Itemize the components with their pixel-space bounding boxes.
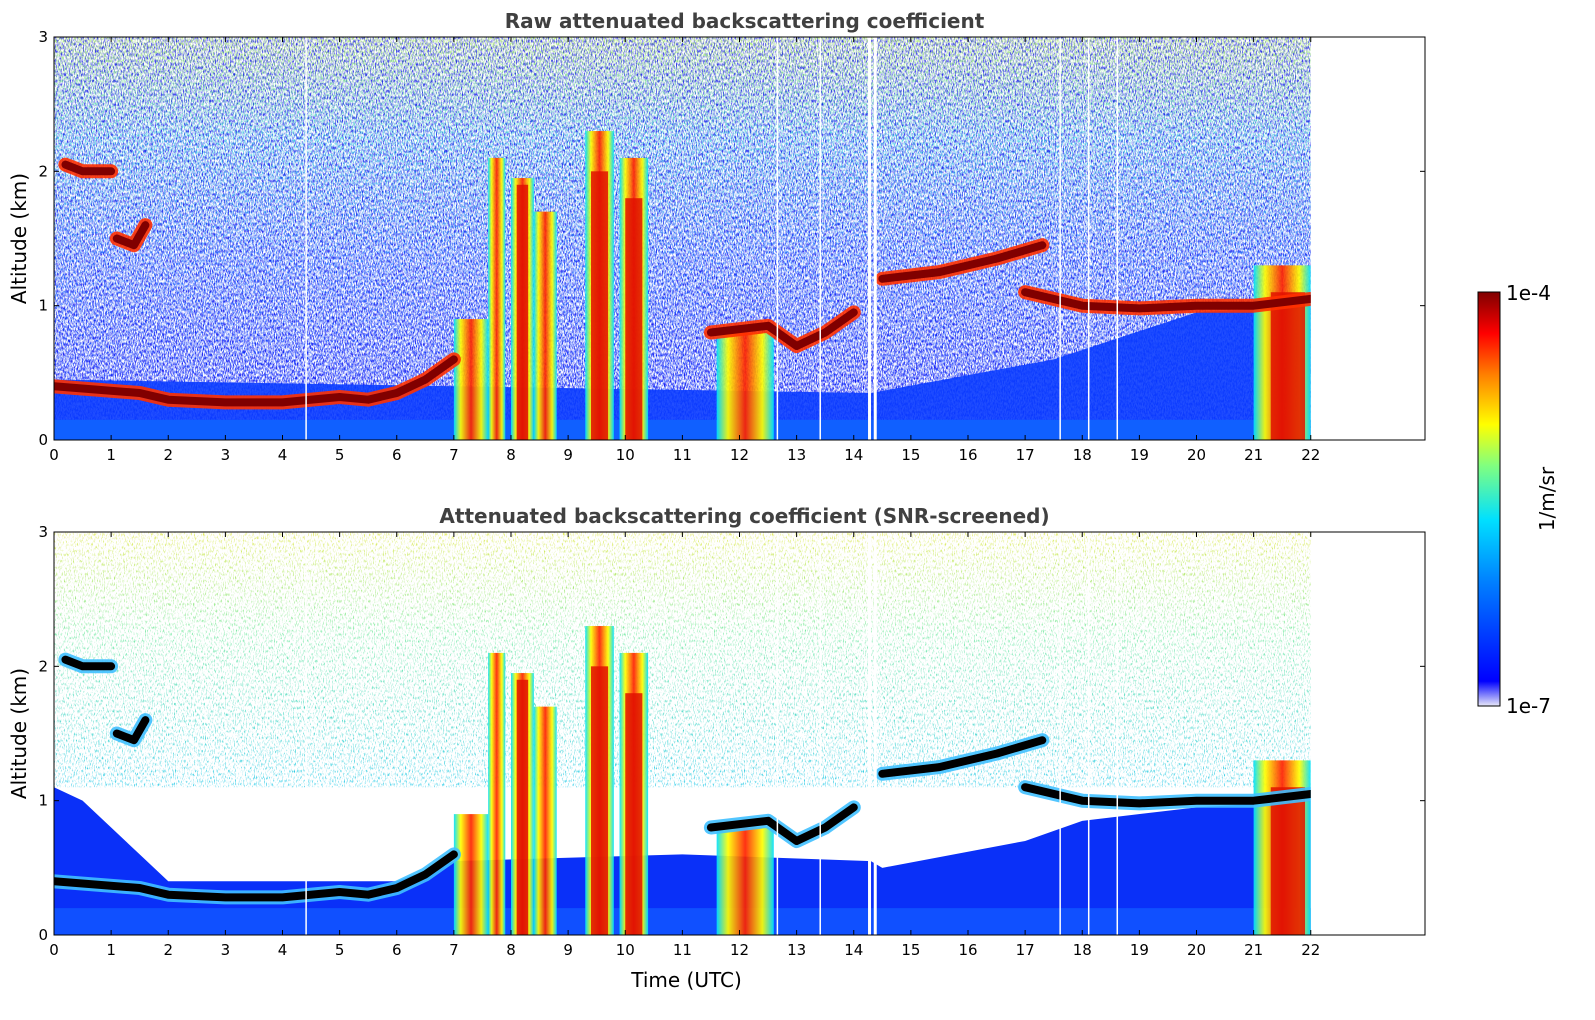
x-tick-label: 6 <box>392 941 402 959</box>
x-tick-label: 3 <box>221 446 231 464</box>
y-tick-label: 1 <box>38 792 48 810</box>
cloud-layer <box>112 716 150 745</box>
x-tick-label: 12 <box>730 446 749 464</box>
cloud-layer <box>878 241 1047 283</box>
cloud-layer <box>1021 783 1311 808</box>
x-tick-label: 11 <box>673 941 692 959</box>
x-tick-label: 6 <box>392 446 402 464</box>
x-tick-label: 20 <box>1187 941 1206 959</box>
x-tick-label: 0 <box>49 446 59 464</box>
x-tick-label: 10 <box>616 941 635 959</box>
x-tick-label: 2 <box>163 446 173 464</box>
x-tick-label: 9 <box>563 941 573 959</box>
colorbar-gradient <box>1477 291 1501 707</box>
x-tick-label: 14 <box>844 446 863 464</box>
cloud-layer <box>706 803 858 845</box>
precip-shaft <box>488 652 506 935</box>
x-tick-label: 21 <box>1244 446 1263 464</box>
precip-shaft <box>453 319 489 440</box>
x-tick-label: 5 <box>335 941 345 959</box>
cloud-layer <box>112 221 150 250</box>
precip-shaft <box>533 211 557 440</box>
x-tick-label: 14 <box>844 941 863 959</box>
colorbar-unit-label: 1/m/sr <box>1535 466 1559 531</box>
x-tick-label: 8 <box>506 941 516 959</box>
colorbar-max-label: 1e-4 <box>1506 281 1551 305</box>
x-axis-label: Time (UTC) <box>630 968 742 992</box>
cloud-layer <box>54 850 458 902</box>
cloud-layer <box>1021 288 1311 313</box>
x-tick-label: 16 <box>958 446 977 464</box>
precip-shaft <box>488 157 506 440</box>
x-tick-label: 10 <box>616 446 635 464</box>
y-tick-label: 1 <box>38 297 48 315</box>
cloud-layer <box>54 355 458 407</box>
colorbar-min-label: 1e-7 <box>1506 694 1551 718</box>
x-tick-label: 11 <box>673 446 692 464</box>
x-tick-label: 15 <box>901 941 920 959</box>
x-tick-label: 1 <box>106 941 116 959</box>
x-tick-label: 18 <box>1073 941 1092 959</box>
x-tick-label: 22 <box>1301 941 1320 959</box>
panel-title: Attenuated backscattering coefficient (S… <box>439 504 1049 528</box>
y-tick-label: 0 <box>38 431 48 449</box>
y-tick-label: 2 <box>38 657 48 675</box>
x-tick-label: 20 <box>1187 446 1206 464</box>
x-tick-label: 13 <box>787 941 806 959</box>
y-tick-label: 3 <box>38 523 48 541</box>
x-tick-label: 4 <box>278 446 288 464</box>
x-tick-label: 9 <box>563 446 573 464</box>
y-axis-label: Altitude (km) <box>7 173 31 304</box>
x-tick-label: 13 <box>787 446 806 464</box>
x-tick-label: 22 <box>1301 446 1320 464</box>
y-tick-label: 0 <box>38 926 48 944</box>
precip-shaft <box>533 706 557 935</box>
x-tick-label: 3 <box>221 941 231 959</box>
y-axis-label: Altitude (km) <box>7 668 31 799</box>
x-tick-label: 19 <box>1130 446 1149 464</box>
x-tick-label: 15 <box>901 446 920 464</box>
x-tick-label: 2 <box>163 941 173 959</box>
x-tick-label: 0 <box>49 941 59 959</box>
x-tick-label: 19 <box>1130 941 1149 959</box>
cloud-layer <box>706 308 858 350</box>
precip-shaft <box>453 814 489 935</box>
cloud-layer <box>878 736 1047 778</box>
x-tick-label: 7 <box>449 941 459 959</box>
cloud-layer <box>61 655 116 671</box>
x-tick-label: 17 <box>1016 941 1035 959</box>
x-tick-label: 5 <box>335 446 345 464</box>
x-tick-label: 12 <box>730 941 749 959</box>
panel-1: Raw attenuated backscattering coefficien… <box>7 9 1426 464</box>
y-tick-label: 2 <box>38 162 48 180</box>
x-tick-label: 7 <box>449 446 459 464</box>
precip-shaft <box>716 827 774 935</box>
x-tick-label: 21 <box>1244 941 1263 959</box>
x-tick-label: 8 <box>506 446 516 464</box>
precip-shaft <box>716 332 774 440</box>
cloud-layer <box>61 160 116 176</box>
heatmap-field <box>54 532 1311 935</box>
colorbar: 1e-4 1e-7 1/m/sr <box>1477 281 1559 718</box>
x-tick-label: 16 <box>958 941 977 959</box>
panel-2: Attenuated backscattering coefficient (S… <box>7 504 1426 992</box>
heatmap-field <box>54 37 1311 440</box>
x-tick-label: 1 <box>106 446 116 464</box>
x-tick-label: 18 <box>1073 446 1092 464</box>
y-tick-label: 3 <box>38 28 48 46</box>
x-tick-label: 17 <box>1016 446 1035 464</box>
x-tick-label: 4 <box>278 941 288 959</box>
panel-title: Raw attenuated backscattering coefficien… <box>505 9 985 33</box>
